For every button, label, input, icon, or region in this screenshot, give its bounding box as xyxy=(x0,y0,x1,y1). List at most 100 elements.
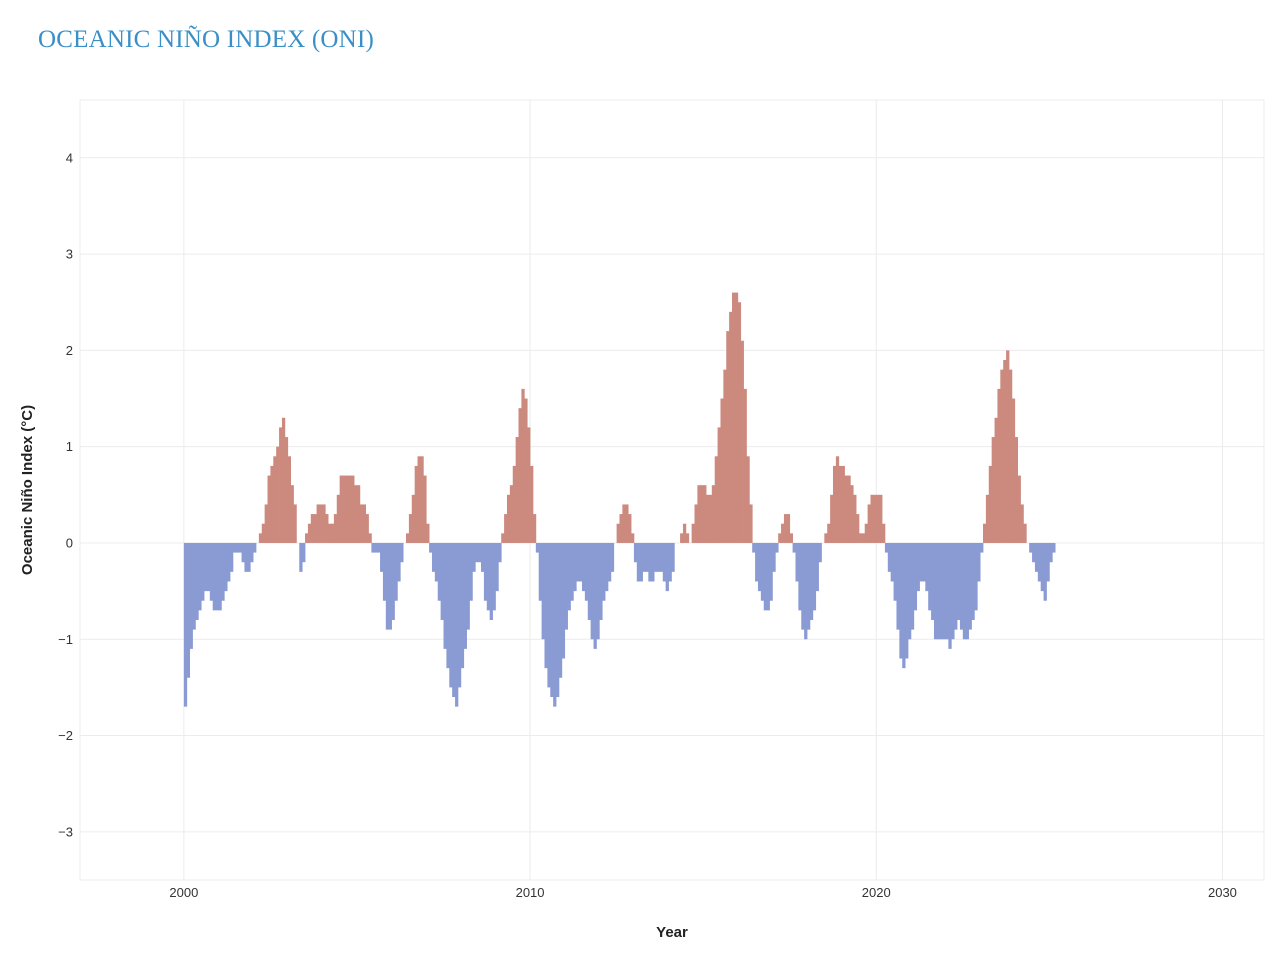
oni-bar xyxy=(530,465,534,543)
oni-bar xyxy=(925,542,929,592)
oni-bar xyxy=(1000,369,1004,543)
oni-bar xyxy=(850,485,854,543)
oni-bar xyxy=(504,514,508,543)
oni-bar xyxy=(527,427,531,543)
oni-bar xyxy=(261,523,266,543)
oni-bar xyxy=(804,542,808,640)
oni-bar xyxy=(835,456,840,543)
oni-bar xyxy=(232,542,237,553)
oni-bar xyxy=(870,494,874,543)
oni-bar xyxy=(538,542,542,601)
oni-bar xyxy=(1034,542,1039,572)
oni-bar xyxy=(377,542,381,553)
oni-bar xyxy=(928,542,932,611)
y-axis-title: Oceanic Niño Index (°C) xyxy=(19,405,36,575)
oni-bar xyxy=(980,542,984,553)
oni-bar xyxy=(798,542,802,611)
oni-bar xyxy=(1046,542,1050,582)
oni-bar xyxy=(607,542,612,582)
oni-bar xyxy=(948,542,952,649)
oni-bar xyxy=(429,542,433,553)
oni-bar xyxy=(717,427,721,543)
oni-bar xyxy=(400,542,404,563)
oni-bar xyxy=(951,542,955,640)
oni-bar xyxy=(515,437,519,543)
oni-bar xyxy=(760,542,765,601)
oni-bar xyxy=(501,533,505,543)
oni-bar xyxy=(838,465,843,543)
oni-bar xyxy=(740,340,744,543)
oni-bar xyxy=(512,465,517,543)
oni-bar xyxy=(1023,523,1027,543)
oni-bar xyxy=(457,542,462,688)
oni-bar xyxy=(253,542,257,553)
oni-bar xyxy=(633,542,638,563)
oni-bar xyxy=(561,542,566,659)
oni-bar xyxy=(1008,369,1013,543)
x-tick-label: 2010 xyxy=(516,885,545,900)
oni-bar xyxy=(365,514,369,543)
oni-bar xyxy=(1049,542,1053,563)
oni-bar xyxy=(472,542,476,572)
oni-bar xyxy=(573,542,577,592)
oni-bar xyxy=(368,533,372,543)
y-tick-label: 2 xyxy=(66,343,73,358)
oni-bar xyxy=(729,311,733,543)
oni-bar xyxy=(420,456,424,543)
oni-bar xyxy=(789,533,793,543)
oni-bar xyxy=(466,542,470,630)
oni-bar xyxy=(394,542,398,601)
oni-bar xyxy=(959,542,964,630)
oni-bar xyxy=(446,542,450,669)
oni-bar xyxy=(264,504,268,543)
oni-bar xyxy=(1011,398,1016,543)
oni-bar xyxy=(201,542,205,601)
oni-bar xyxy=(558,542,563,678)
oni-bar xyxy=(486,542,491,611)
oni-bar xyxy=(489,542,493,620)
oni-bar xyxy=(631,533,635,543)
oni-bar xyxy=(1020,504,1024,543)
oni-bar xyxy=(706,494,710,543)
tick-labels: 4 3 2 1 0 −1 −2 −3 2000 2010 2020 2030 xyxy=(58,150,1237,900)
oni-bar xyxy=(685,533,690,543)
oni-bar xyxy=(270,465,274,543)
oni-bar xyxy=(772,542,776,572)
oni-bar xyxy=(492,542,496,611)
oni-bar xyxy=(642,542,646,572)
oni-bar xyxy=(596,542,600,640)
oni-bar xyxy=(619,514,623,543)
oni-bar xyxy=(423,475,427,543)
oni-bar xyxy=(985,494,990,543)
oni-bar xyxy=(218,542,222,611)
oni-bar xyxy=(812,542,817,611)
oni-bar xyxy=(426,523,430,543)
oni-bar xyxy=(962,542,967,640)
oni-bar xyxy=(186,542,191,678)
oni-bar xyxy=(795,542,799,582)
x-tick-label: 2000 xyxy=(169,885,198,900)
oni-bar xyxy=(192,542,196,630)
oni-bar xyxy=(636,542,641,582)
oni-bar xyxy=(1040,542,1044,592)
y-tick-label: 4 xyxy=(66,150,73,165)
oni-bar xyxy=(221,542,225,601)
oni-bar xyxy=(351,475,355,543)
oni-bar xyxy=(417,456,421,543)
oni-bar xyxy=(749,504,753,543)
oni-bar xyxy=(273,456,277,543)
oni-bar xyxy=(460,542,465,669)
oni-bar xyxy=(711,485,716,543)
oni-bar xyxy=(325,514,329,543)
oni-bar xyxy=(1043,542,1047,601)
oni-bar xyxy=(483,542,488,601)
oni-bar xyxy=(544,542,548,669)
oni-bar xyxy=(397,542,401,582)
oni-bar xyxy=(382,542,387,601)
oni-bar xyxy=(391,542,395,620)
oni-bar xyxy=(475,542,479,563)
oni-bar xyxy=(359,504,364,543)
oni-bar xyxy=(524,398,528,543)
oni-bar xyxy=(957,542,961,620)
